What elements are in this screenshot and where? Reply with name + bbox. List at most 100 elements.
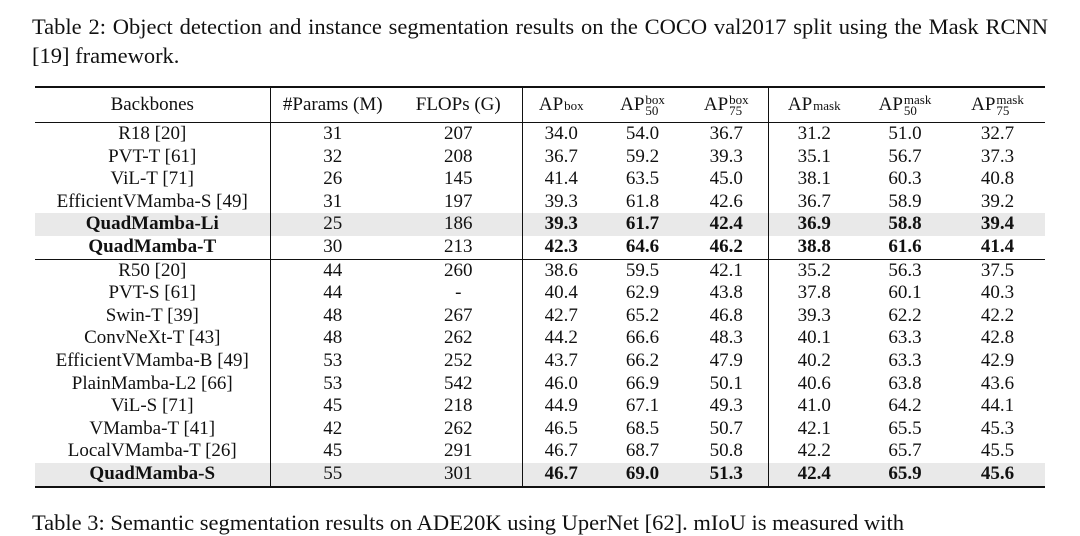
table-cell: 40.2	[797, 349, 831, 371]
table-row: R18 [20] 31 207 34.0 54.0 36.7 31.2 51.0 32.7	[35, 122, 1045, 146]
table-cell: 262	[395, 327, 523, 350]
table-cell: 39.4	[950, 213, 1045, 236]
table-cell: 38.6	[544, 259, 578, 281]
table-cell: R50 [20]	[35, 259, 271, 283]
table-cell: 63.8	[888, 372, 922, 394]
table-cell: 41.4	[950, 235, 1045, 260]
table-cell: 48	[323, 304, 343, 326]
table-cell: EfficientVMamba-B [49]	[35, 349, 271, 373]
table-cell: 63.3	[888, 327, 922, 349]
table-cell: 62.2	[888, 304, 922, 326]
table-cell: 36.7	[685, 122, 769, 146]
table-cell: 42.4	[768, 462, 860, 488]
table-cell: 42.2	[980, 304, 1015, 326]
table-cell: 218	[395, 395, 523, 418]
table-cell: 58.9	[888, 190, 922, 212]
header-base: AP	[703, 93, 729, 115]
table-row: Swin-T [39] 48 267 42.7 65.2 46.8 39.3 62.2 42.2	[35, 304, 1045, 328]
table-cell: 45.3	[980, 417, 1015, 439]
table-cell: 36.7	[544, 145, 578, 167]
table-cell: 44	[323, 259, 343, 281]
table-cell: 46.0	[544, 372, 578, 394]
table-cell: 66.2	[625, 349, 660, 371]
table-cell: 31	[323, 123, 343, 144]
table-cell: 53	[323, 349, 343, 371]
header-sup: box	[564, 98, 584, 114]
table-cell: 68.7	[625, 440, 660, 462]
table-cell: 30	[270, 235, 395, 260]
table-cell: 63.5	[625, 168, 660, 190]
table-cell: 197	[395, 190, 523, 214]
table-cell: 48	[323, 327, 343, 349]
table-cell: 42.1	[797, 417, 831, 439]
table-cell: QuadMamba-Li	[35, 213, 271, 236]
table-cell: VMamba-T [41]	[35, 417, 271, 441]
header-scripts: box 50	[645, 92, 665, 117]
table-cell: 69.0	[600, 462, 685, 488]
header-base: AP	[538, 94, 564, 115]
header-cell: FLOPs (G)	[395, 86, 523, 123]
header-cell: AP box 50	[600, 86, 685, 123]
table-cell: 145	[395, 168, 523, 191]
header-cell: AP mask	[768, 86, 860, 123]
table-cell: 56.7	[888, 145, 922, 167]
header-cell: AP box	[522, 86, 600, 123]
table-cell: 45	[323, 440, 343, 462]
table-cell: 252	[395, 349, 523, 373]
table-cell: 42.3	[522, 235, 600, 260]
caption-label: Table 2:	[32, 14, 106, 39]
caption-text: Object detection and instance segmentati…	[32, 14, 1048, 68]
table-cell: 31.2	[797, 123, 831, 144]
table-cell: PlainMamba-L2 [66]	[35, 372, 271, 396]
table-cell: 63.3	[888, 349, 922, 371]
table-cell: 61.7	[600, 213, 685, 236]
table-cell: 46.5	[544, 417, 578, 439]
table-cell: 34.0	[544, 123, 578, 144]
table-cell: 59.5	[625, 259, 660, 281]
table-row: LocalVMamba-T [26] 45 291 46.7 68.7 50.8 42.2 6…	[35, 440, 1045, 463]
table-row: VMamba-T [41] 42 262 46.5 68.5 50.7 42.1 65.5 45…	[35, 417, 1045, 441]
table-cell: 65.2	[625, 304, 660, 326]
table-cell: 45.6	[950, 462, 1045, 488]
header-base: AP	[878, 93, 903, 115]
header-cell: Backbones	[35, 86, 271, 123]
header-scripts: box 75	[729, 93, 749, 117]
table-cell: 50.8	[685, 440, 769, 463]
header-row: Backbones #Params (M) FLOPs (G) AP box AP box 5…	[35, 86, 1045, 123]
table-cell: 40.8	[980, 168, 1015, 190]
table-cell: 60.1	[888, 282, 922, 304]
table-cell: 42.4	[685, 213, 769, 236]
table-cell: 46.8	[685, 304, 769, 328]
table-cell: 42.7	[544, 304, 578, 326]
table-cell: 213	[395, 235, 523, 260]
table-row: PVT-T [61] 32 208 36.7 59.2 39.3 35.1 56.7 37.3	[35, 145, 1045, 169]
table-cell: 68.5	[625, 417, 660, 439]
table-cell: 39.3	[544, 190, 578, 212]
table-cell: 42.1	[685, 259, 769, 283]
table-cell: -	[395, 282, 523, 305]
table-cell: QuadMamba-T	[35, 235, 271, 260]
table-cell: ViL-S [71]	[35, 395, 271, 418]
header-sub: 50	[903, 103, 917, 119]
header-scripts: mask 75	[996, 93, 1023, 117]
table-cell: 40.1	[797, 327, 831, 349]
table-cell: 50.7	[685, 417, 769, 441]
table-cell: 207	[395, 122, 523, 146]
table-cell: 66.6	[625, 327, 660, 349]
table-cell: EfficientVMamba-S [49]	[35, 190, 271, 214]
table-cell: 49.3	[685, 395, 769, 418]
table-cell: 39.3	[797, 304, 831, 326]
table-cell: 42.6	[685, 190, 769, 214]
table-row: R50 [20] 44 260 38.6 59.5 42.1 35.2 56.3 37.5	[35, 259, 1045, 283]
header-sup: box	[645, 92, 665, 108]
table-row: PVT-S [61] 44 -40.4 62.9 43.8 37.8 60.1 40.3	[35, 282, 1045, 305]
table-cell: 39.2	[980, 190, 1015, 212]
table-row: EfficientVMamba-B [49] 53 252 43.7 66.2 47.9 4…	[35, 349, 1045, 373]
table-cell: 62.9	[625, 282, 660, 304]
table-cell: ConvNeXt-T [43]	[35, 327, 271, 350]
table-cell: 65.7	[888, 440, 922, 462]
table-cell: 32.7	[980, 123, 1015, 144]
table-cell: 260	[395, 259, 523, 283]
table-cell: 40.3	[980, 282, 1015, 304]
table-cell: 542	[395, 372, 523, 396]
